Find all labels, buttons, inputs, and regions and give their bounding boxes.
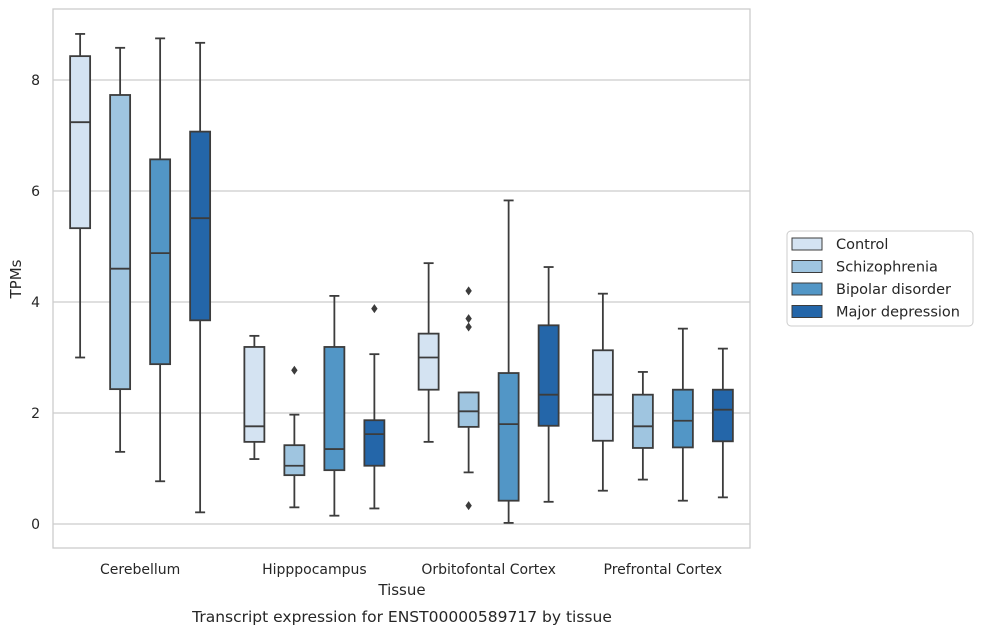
box-body [109, 94, 132, 391]
box-body [363, 419, 386, 467]
box [243, 334, 266, 460]
box [149, 37, 172, 483]
outlier-point [371, 304, 378, 314]
box-body [457, 391, 480, 428]
outlier-point [465, 322, 472, 332]
y-tick-label: 8 [31, 73, 40, 89]
outlier-point [465, 501, 472, 511]
box [591, 292, 614, 492]
box [457, 286, 480, 511]
box-body [417, 332, 440, 391]
legend-items: Control Schizophrenia Bipolar disorder Majo… [791, 237, 960, 321]
outlier-point [465, 286, 472, 296]
legend: Control Schizophrenia Bipolar disorder Majo… [786, 230, 974, 327]
plot-frame [52, 8, 751, 549]
y-axis-label: TPMs [7, 259, 25, 299]
box [69, 33, 92, 359]
box [537, 266, 560, 503]
box-body [631, 393, 654, 449]
legend-swatch [791, 282, 823, 296]
box-body [69, 55, 92, 230]
x-tick-label: Cerebellum [100, 562, 180, 578]
box [109, 46, 132, 453]
box-body [537, 324, 560, 427]
legend-label: Schizophrenia [836, 260, 938, 276]
y-tick-label: 2 [31, 406, 40, 422]
x-tick-label: Hipppocampus [262, 562, 367, 578]
legend-swatch [791, 305, 823, 318]
box-body [283, 444, 306, 477]
y-tick-label: 6 [31, 184, 40, 200]
box [497, 199, 520, 524]
box-body [323, 346, 346, 472]
legend-swatch [791, 237, 823, 251]
outlier-point [465, 314, 472, 324]
box [283, 365, 306, 509]
legend-label: Bipolar disorder [836, 282, 951, 298]
box-series [69, 33, 734, 524]
box [671, 327, 694, 502]
x-tick-label: Orbitofontal Cortex [421, 562, 556, 578]
box-body [711, 388, 734, 443]
box [417, 262, 440, 443]
x-axis-ticks: Cerebellum Hipppocampus Orbitofontal Corte… [100, 562, 722, 578]
y-tick-label: 0 [31, 517, 40, 533]
box-body [243, 346, 266, 443]
box [189, 41, 212, 514]
box [631, 371, 654, 481]
x-axis-label: Tissue [377, 581, 425, 599]
box-body [189, 130, 212, 322]
box [711, 347, 734, 499]
box-body [671, 388, 694, 449]
outlier-point [291, 365, 298, 375]
y-tick-label: 4 [31, 295, 40, 311]
chart-caption: Transcript expression for ENST0000058971… [191, 608, 612, 626]
legend-label: Major depression [836, 305, 960, 321]
legend-frame [786, 230, 974, 327]
legend-label: Control [836, 237, 888, 253]
y-axis-ticks: 0 2 4 6 8 [31, 73, 40, 533]
x-tick-label: Prefrontal Cortex [604, 562, 723, 578]
box [323, 294, 346, 517]
legend-swatch [791, 260, 823, 273]
box [363, 304, 386, 510]
box-body [149, 158, 172, 366]
box-body [497, 372, 520, 502]
